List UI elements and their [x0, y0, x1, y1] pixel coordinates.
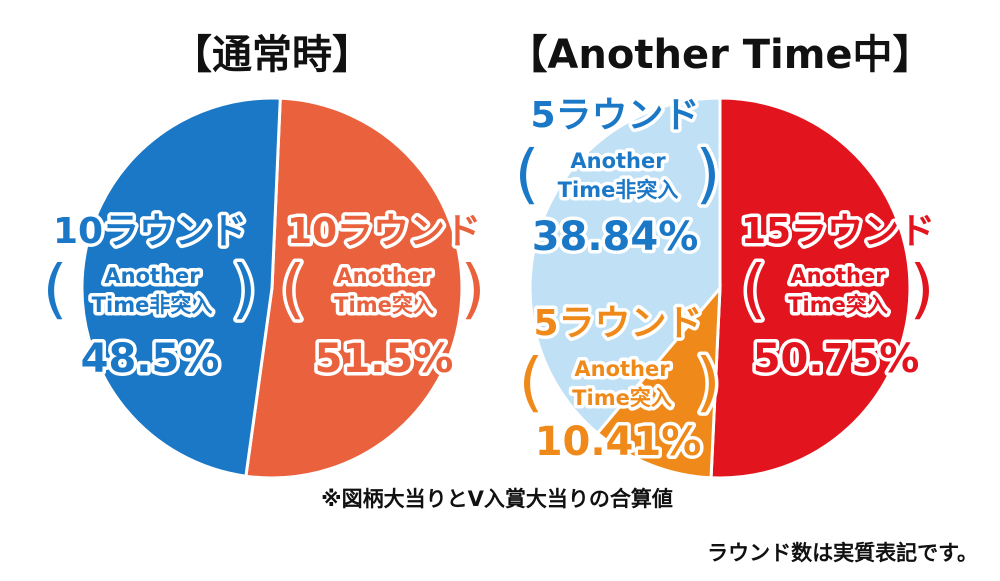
slice-sub-label-line2: Time非突入 [92, 293, 213, 317]
paren-close: ) [696, 138, 721, 212]
slice-sub-label-line2: Time突入 [572, 386, 672, 410]
paren-open: ( [281, 253, 306, 327]
slice-label-15-round: 15ラウンド ( Another Time突入 ) 50.75% [737, 208, 938, 386]
pie-normal-title: 【通常時】 [172, 32, 372, 78]
slice-label-5-round-non-entry: 5ラウンド ( Another Time非突入 ) 38.84% [511, 92, 724, 264]
paren-close: ) [232, 253, 257, 327]
pie-another-time: 【Another Time中】 15ラウンド ( Another Time突入 … [507, 32, 939, 480]
slice-round-label: 10ラウンド [53, 211, 247, 252]
slice-round-label: 5ラウンド [533, 303, 702, 344]
combined-value-note: ※図柄大当りとV入賞大当りの合算値 [321, 487, 673, 511]
pie-normal: 【通常時】 10ラウンド ( Another Time非突入 ) 48.5% 1… [39, 32, 489, 480]
pie-normal-slices [80, 96, 464, 480]
paren-open: ( [519, 346, 544, 420]
paren-close: ) [461, 253, 486, 327]
pie-slice-normal-non-entry [80, 96, 282, 478]
paren-close: ) [910, 253, 935, 327]
slice-sub-label-line1: Another [574, 357, 670, 381]
pie-another-time-title: 【Another Time中】 [507, 32, 932, 78]
slice-sub-label-line2: Time突入 [334, 293, 434, 317]
paren-open: ( [43, 253, 68, 327]
pie-slice-normal-entry [244, 96, 464, 480]
slice-round-label: 15ラウンド [741, 211, 935, 252]
slice-value-label: 50.75% [753, 336, 920, 382]
slice-label-5-round-entry: 5ラウンド ( Another Time突入 ) 10.41% [515, 300, 724, 469]
slice-round-label: 5ラウンド [530, 95, 699, 136]
pie-slice-15-round-entry [709, 96, 912, 480]
pie-slice-5-round-entry [595, 283, 722, 480]
slice-value-label: 48.5% [81, 336, 220, 382]
pie-slice-5-round-non-entry [528, 96, 722, 436]
paren-open: ( [742, 253, 767, 327]
slice-sub-label-line2: Time突入 [788, 293, 888, 317]
slice-sub-label-line1: Another [104, 264, 200, 288]
paren-open: ( [515, 138, 540, 212]
slice-sub-label-line1: Another [336, 264, 432, 288]
slice-value-label: 10.41% [535, 419, 702, 465]
pie-another-time-slices [528, 96, 912, 480]
round-count-footnote: ラウンド数は実質表記です。 [707, 541, 978, 565]
slice-value-label: 51.5% [315, 336, 454, 382]
slice-label-normal-non-entry: 10ラウンド ( Another Time非突入 ) 48.5% [39, 208, 260, 386]
slice-sub-label-line1: Another [570, 149, 666, 173]
slice-round-label: 10ラウンド [287, 211, 481, 252]
paren-close: ) [696, 346, 721, 420]
slice-value-label: 38.84% [532, 214, 699, 260]
slice-label-normal-entry: 10ラウンド ( Another Time突入 ) 51.5% [277, 208, 489, 386]
slice-sub-label-line1: Another [790, 264, 886, 288]
slice-sub-label-line2: Time非突入 [558, 178, 679, 202]
